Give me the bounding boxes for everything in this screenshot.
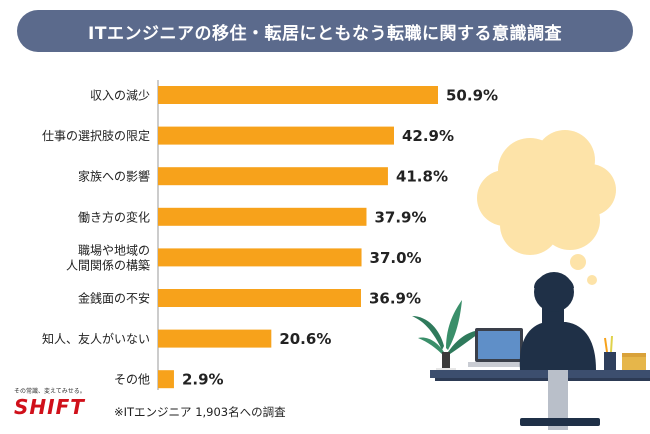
data-label: 36.9% [369,290,421,308]
pencil-cup-icon [604,335,616,370]
logo-tagline: その常識、変えてみせる。 [14,388,86,395]
category-label: 収入の減少 [90,88,150,103]
data-label: 2.9% [182,371,224,389]
bar [158,86,438,104]
desk-icon [430,370,650,378]
bar [158,289,361,307]
bar [158,248,362,267]
category-label: 知人、友人がいない [42,331,150,346]
data-label: 20.6% [279,330,331,348]
title-banner: ITエンジニアの移住・転居にともなう転職に関する意識調査 [17,10,633,52]
box-icon [622,353,646,370]
category-label: 職場や地域の人間関係の構築 [66,243,150,272]
data-label: 42.9% [402,127,454,145]
data-label: 50.9% [446,87,498,105]
bar [158,329,272,348]
person-icon [519,272,600,430]
data-label: 37.0% [370,249,422,267]
bar [158,167,388,186]
data-label: 41.8% [396,168,448,186]
category-label: 仕事の選択肢の限定 [42,128,150,143]
category-label: 金銭面の不安 [78,291,150,306]
bar [158,126,394,145]
bar [158,370,174,389]
bar [158,207,367,226]
person-at-desk-illustration [412,130,650,430]
data-label: 37.9% [374,208,426,226]
logo-wordmark: SHIFT [14,395,85,419]
page-title: ITエンジニアの移住・転居にともなう転職に関する意識調査 [88,23,562,44]
survey-note: ※ITエンジニア 1,903名への調査 [114,405,286,419]
category-label: 家族への影響 [78,169,150,184]
thought-bubble-icon [477,130,616,285]
category-label: 働き方の変化 [78,209,150,224]
company-logo: その常識、変えてみせる。 SHIFT [14,386,110,426]
laptop-icon [468,328,530,367]
category-label: その他 [114,373,150,387]
